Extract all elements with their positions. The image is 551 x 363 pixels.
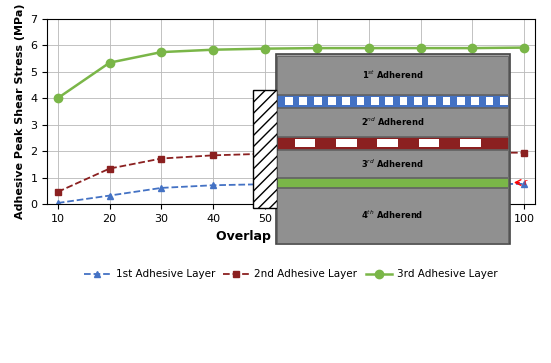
Bar [485, 97, 493, 105]
3rd Adhesive Layer [55, 96, 61, 100]
3rd Adhesive Layer [314, 46, 320, 50]
3rd Adhesive Layer [106, 61, 113, 65]
3rd Adhesive Layer [469, 46, 476, 50]
Bar [500, 97, 507, 105]
Bar [300, 97, 307, 105]
3rd Adhesive Layer [158, 50, 165, 54]
3rd Adhesive Layer [365, 46, 372, 50]
1st Adhesive Layer [210, 183, 217, 187]
Bar [328, 97, 336, 105]
Bar [471, 97, 479, 105]
Text: 3$^{rd}$ Adherend: 3$^{rd}$ Adherend [361, 158, 424, 170]
1st Adhesive Layer [158, 186, 165, 190]
Bar [277, 188, 508, 242]
2nd Adhesive Layer [106, 166, 113, 171]
X-axis label: Overlap Length (mm): Overlap Length (mm) [216, 229, 366, 242]
2nd Adhesive Layer [365, 151, 372, 155]
Bar [414, 97, 422, 105]
Bar [460, 139, 480, 147]
Bar [285, 97, 293, 105]
Bar [277, 178, 508, 187]
2nd Adhesive Layer [158, 156, 165, 161]
Text: 2$^{nd}$ Adherend: 2$^{nd}$ Adherend [361, 116, 424, 128]
1st Adhesive Layer [262, 182, 268, 186]
Line: 3rd Adhesive Layer: 3rd Adhesive Layer [53, 44, 528, 102]
Line: 2nd Adhesive Layer: 2nd Adhesive Layer [55, 149, 528, 195]
Bar [277, 150, 508, 177]
2nd Adhesive Layer [210, 153, 217, 158]
Bar [295, 139, 315, 147]
3rd Adhesive Layer [210, 48, 217, 52]
1st Adhesive Layer [469, 182, 476, 186]
3rd Adhesive Layer [417, 46, 424, 50]
Bar [457, 97, 464, 105]
2nd Adhesive Layer [469, 151, 476, 155]
Bar [429, 97, 436, 105]
Line: 1st Adhesive Layer: 1st Adhesive Layer [55, 180, 528, 207]
3rd Adhesive Layer [262, 46, 268, 51]
2nd Adhesive Layer [262, 152, 268, 156]
1st Adhesive Layer [106, 193, 113, 198]
1st Adhesive Layer [314, 182, 320, 186]
2nd Adhesive Layer [417, 151, 424, 155]
Bar [399, 97, 407, 105]
2nd Adhesive Layer [314, 151, 320, 155]
Bar [377, 139, 398, 147]
3rd Adhesive Layer [521, 45, 527, 50]
Bar [442, 97, 450, 105]
Bar [277, 56, 508, 94]
Bar [314, 97, 321, 105]
1st Adhesive Layer [365, 182, 372, 186]
Bar [419, 139, 440, 147]
Bar [385, 97, 393, 105]
Legend: 1st Adhesive Layer, 2nd Adhesive Layer, 3rd Adhesive Layer: 1st Adhesive Layer, 2nd Adhesive Layer, … [80, 265, 502, 284]
1st Adhesive Layer [55, 201, 61, 205]
Bar [277, 137, 508, 149]
1st Adhesive Layer [521, 182, 527, 186]
Bar [277, 95, 508, 107]
Bar [357, 97, 365, 105]
Bar [371, 97, 379, 105]
Text: 4$^{th}$ Adherend: 4$^{th}$ Adherend [361, 209, 424, 221]
2nd Adhesive Layer [521, 151, 527, 155]
2nd Adhesive Layer [55, 190, 61, 194]
Text: r: r [523, 178, 527, 187]
Bar [336, 139, 357, 147]
Bar [343, 97, 350, 105]
Y-axis label: Adhesive Peak Shear Stress (MPa): Adhesive Peak Shear Stress (MPa) [15, 4, 25, 219]
Bar [276, 54, 510, 244]
1st Adhesive Layer [417, 182, 424, 186]
Text: 1$^{st}$ Adherend: 1$^{st}$ Adherend [362, 69, 423, 81]
Bar [277, 108, 508, 136]
Bar [253, 90, 277, 208]
